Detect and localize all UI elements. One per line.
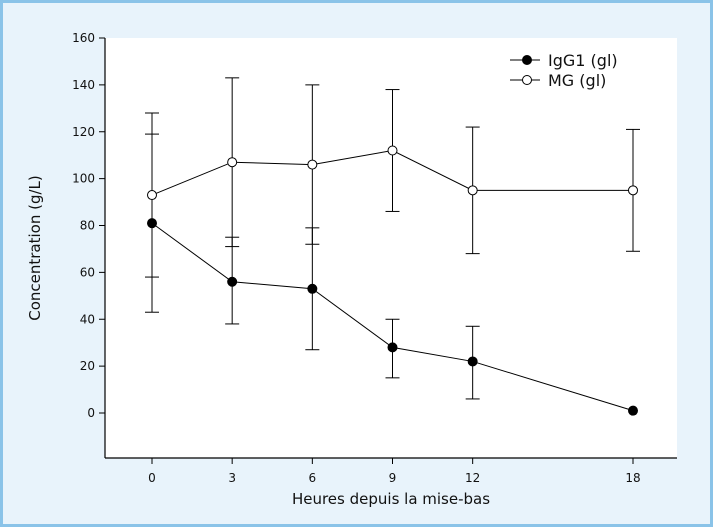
mg-legend-label: MG (gl) bbox=[548, 71, 606, 90]
y-tick-label: 60 bbox=[80, 265, 95, 279]
axes: 160 140 120 100 80 60 40 20 0 0 3 6 9 12 18 bbox=[72, 31, 677, 485]
igg1-series-line bbox=[151, 222, 634, 412]
x-tick-label: 9 bbox=[389, 471, 397, 485]
y-tick-label: 120 bbox=[72, 125, 95, 139]
y-tick-label: 20 bbox=[80, 359, 95, 373]
data-points bbox=[147, 145, 638, 416]
igg1-legend-label: IgG1 (gl) bbox=[548, 51, 618, 70]
igg1-point bbox=[307, 283, 318, 294]
mg-point bbox=[387, 145, 398, 156]
mg-point bbox=[467, 185, 478, 196]
x-tick-label: 3 bbox=[228, 471, 236, 485]
mg-point bbox=[147, 190, 157, 201]
mg-point bbox=[628, 185, 638, 196]
x-axis-title: Heures depuis la mise-bas bbox=[292, 490, 490, 508]
igg1-point bbox=[227, 276, 238, 287]
series-lines bbox=[151, 149, 634, 412]
plot-background bbox=[105, 38, 677, 458]
x-tick-label: 18 bbox=[625, 471, 640, 485]
mg-legend-marker bbox=[522, 75, 532, 85]
y-tick-label: 100 bbox=[72, 172, 95, 186]
mg-point bbox=[227, 157, 238, 168]
x-tick-label: 0 bbox=[148, 471, 156, 485]
x-tick-label: 12 bbox=[465, 471, 480, 485]
igg1-legend-marker bbox=[522, 55, 532, 65]
y-tick-label: 140 bbox=[72, 78, 95, 92]
igg1-point bbox=[467, 356, 478, 367]
y-tick-label: 0 bbox=[87, 406, 95, 420]
y-axis-title: Concentration (g/L) bbox=[26, 175, 44, 321]
x-tick-label: 6 bbox=[309, 471, 317, 485]
mg-point bbox=[307, 159, 318, 170]
y-tick-label: 40 bbox=[80, 312, 95, 326]
igg1-point bbox=[628, 405, 638, 416]
y-tick-label: 160 bbox=[72, 31, 95, 45]
y-tick-label: 80 bbox=[80, 219, 95, 233]
legend: IgG1 (gl)MG (gl) bbox=[510, 51, 618, 90]
igg1-point bbox=[147, 218, 157, 229]
mg-series-line bbox=[151, 149, 633, 196]
igg1-point bbox=[387, 342, 398, 353]
